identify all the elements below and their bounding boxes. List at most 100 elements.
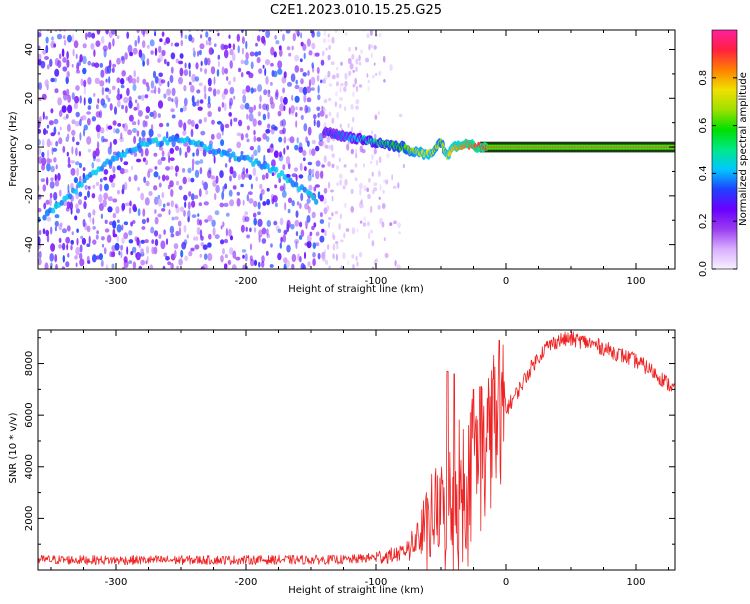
noise-speckle-dot — [266, 220, 271, 227]
noise-speckle-dot — [147, 168, 153, 173]
noise-speckle-dot — [141, 94, 145, 101]
noise-speckle-dot — [142, 208, 146, 217]
noise-speckle-dot — [312, 252, 316, 258]
noise-speckle-dot — [255, 176, 258, 182]
noise-speckle-dot — [383, 179, 386, 184]
noise-speckle-dot — [257, 120, 262, 126]
noise-speckle-dot — [249, 255, 253, 262]
noise-speckle-dot — [135, 251, 141, 261]
noise-speckle-dot — [152, 70, 157, 79]
noise-speckle-dot — [74, 215, 78, 221]
noise-speckle-dot — [198, 202, 202, 207]
noise-speckle-dot — [242, 94, 247, 104]
noise-speckle-dot — [171, 139, 176, 148]
noise-speckle-dot — [112, 120, 117, 126]
noise-speckle-dot — [214, 234, 220, 240]
noise-speckle-dot — [56, 33, 63, 40]
noise-speckle-dot — [267, 89, 271, 94]
noise-speckle-dot — [334, 101, 337, 108]
noise-speckle-dot — [300, 229, 305, 237]
noise-speckle-dot — [157, 87, 161, 94]
noise-speckle-dot — [103, 169, 109, 175]
noise-speckle-dot — [45, 199, 50, 205]
noise-speckle-dot — [111, 182, 116, 188]
noise-speckle-dot — [79, 258, 85, 267]
noise-speckle-dot — [101, 35, 105, 44]
noise-speckle-dot — [239, 104, 245, 110]
noise-speckle-dot — [211, 49, 214, 54]
noise-speckle-dot — [294, 54, 300, 62]
noise-speckle-dot — [228, 228, 232, 237]
noise-speckle-dot — [54, 214, 60, 219]
noise-speckle-dot — [86, 136, 92, 145]
noise-speckle-dot — [113, 138, 118, 145]
y-tick-label: 20 — [24, 92, 35, 105]
noise-speckle-dot — [322, 140, 326, 147]
noise-speckle-dot — [307, 261, 311, 267]
noise-speckle-dot — [167, 96, 172, 102]
noise-speckle-dot — [38, 156, 42, 165]
noise-speckle-dot — [191, 120, 195, 127]
noise-speckle-dot — [202, 244, 208, 250]
noise-speckle-dot — [253, 217, 257, 226]
noise-speckle-dot — [142, 120, 147, 128]
noise-speckle-dot — [96, 158, 101, 163]
noise-speckle-dot — [115, 206, 120, 214]
noise-speckle-dot — [245, 168, 249, 174]
noise-speckle-dot — [66, 201, 71, 210]
noise-speckle-dot — [306, 215, 311, 223]
noise-speckle-dot — [134, 39, 138, 47]
noise-speckle-dot — [215, 30, 220, 32]
noise-speckle-dot — [49, 58, 53, 67]
noise-speckle-dot — [54, 88, 59, 94]
noise-speckle-dot — [331, 36, 335, 44]
noise-speckle-dot — [71, 92, 75, 100]
noise-speckle-dot — [339, 179, 343, 186]
noise-speckle-dot — [340, 239, 344, 243]
noise-speckle-dot — [166, 131, 169, 139]
noise-speckle-dot — [108, 76, 111, 84]
noise-speckle-dot — [315, 231, 320, 237]
noise-speckle-dot — [188, 81, 192, 86]
noise-speckle-dot — [178, 60, 184, 65]
noise-speckle-dot — [331, 163, 335, 168]
noise-speckle-dot — [114, 242, 120, 251]
noise-speckle-dot — [252, 212, 257, 218]
noise-speckle-dot — [247, 191, 253, 196]
noise-speckle-dot — [355, 153, 358, 159]
noise-speckle-dot — [306, 86, 312, 94]
noise-speckle-dot — [364, 57, 370, 63]
noise-speckle-dot — [199, 253, 203, 258]
noise-speckle-dot — [311, 148, 316, 156]
noise-speckle-dot — [167, 151, 171, 158]
noise-speckle-dot — [116, 77, 121, 84]
noise-speckle-dot — [107, 125, 113, 130]
noise-speckle-dot — [113, 127, 116, 134]
noise-speckle-dot — [119, 168, 125, 175]
noise-speckle-dot — [204, 92, 207, 100]
noise-speckle-dot — [224, 183, 228, 190]
noise-speckle-dot — [147, 170, 151, 178]
noise-speckle-dot — [217, 54, 221, 60]
noise-speckle-dot — [132, 220, 136, 224]
noise-speckle-dot — [66, 225, 71, 232]
noise-speckle-dot — [211, 119, 215, 125]
noise-speckle-dot — [191, 164, 194, 171]
noise-speckle-dot — [250, 183, 253, 190]
noise-speckle-dot — [236, 141, 242, 149]
noise-speckle-dot — [208, 233, 212, 240]
noise-speckle-dot — [66, 59, 70, 68]
noise-speckle-dot — [331, 153, 335, 158]
noise-speckle-dot — [129, 200, 132, 207]
noise-speckle-dot — [123, 122, 128, 132]
noise-speckle-dot — [170, 52, 176, 60]
noise-speckle-dot — [55, 263, 58, 269]
noise-speckle-dot — [61, 105, 67, 113]
noise-speckle-dot — [45, 115, 48, 120]
noise-speckle-dot — [370, 229, 373, 234]
noise-speckle-dot — [86, 225, 91, 233]
ridge-dot — [68, 193, 73, 200]
noise-speckle-dot — [290, 105, 296, 114]
noise-speckle-dot — [67, 34, 72, 43]
noise-speckle-dot — [232, 250, 237, 259]
